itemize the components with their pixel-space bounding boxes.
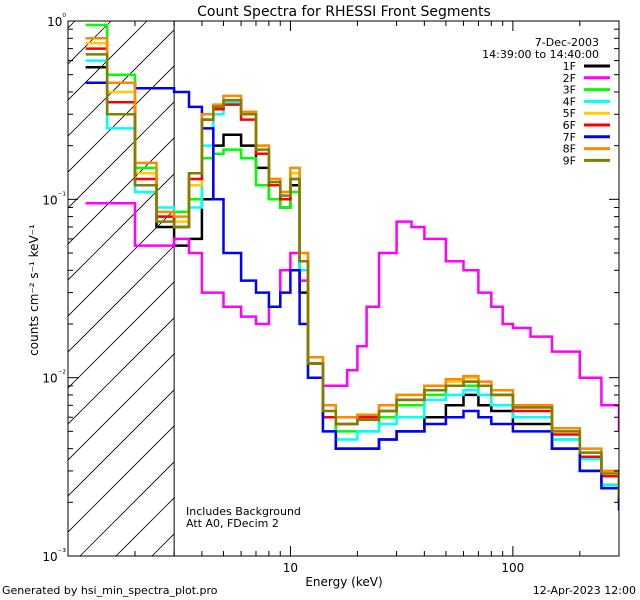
legend-label-7f: 7F: [563, 131, 576, 144]
note-attenuator: Att A0, FDecim 2: [186, 517, 279, 530]
series-line-9f: [85, 53, 619, 499]
time-range-label: 14:39:00 to 14:40:00: [482, 48, 599, 61]
hatch-line: [0, 21, 3, 556]
hatch-line: [68, 281, 175, 389]
series-lines: [85, 23, 619, 511]
plot-frame: [67, 20, 620, 557]
series-line-5f: [85, 42, 619, 495]
axis-ticks: [67, 20, 620, 557]
legend-label-8f: 8F: [563, 143, 576, 156]
x-tick-label-10: 10: [283, 561, 298, 575]
hatch-line: [68, 137, 175, 245]
y-tick-label-1e-2: 10⁻²: [42, 370, 66, 386]
legend-label-4f: 4F: [563, 95, 576, 108]
hatch-line: [68, 389, 175, 497]
legend-label-5f: 5F: [563, 107, 576, 120]
y-tick-label-1e-3: 10⁻³: [42, 548, 66, 564]
legend-label-9f: 9F: [563, 154, 576, 167]
y-tick-label-1e-1: 10⁻¹: [42, 191, 66, 207]
legend-label-6f: 6F: [563, 119, 576, 132]
hatch-line: [68, 65, 175, 173]
y-axis-label: counts cm⁻² s⁻¹ keV⁻¹: [27, 224, 41, 356]
date-label: 7-Dec-2003: [535, 36, 599, 49]
hatch-line: [68, 29, 175, 137]
hatch-line: [68, 21, 112, 65]
footer-timestamp: 12-Apr-2023 12:00: [533, 584, 636, 597]
series-line-8f: [85, 37, 619, 495]
x-axis-label: Energy (keV): [305, 575, 382, 589]
footer-generator: Generated by hsi_min_spectra_plot.pro: [2, 584, 218, 597]
legend-label-1f: 1F: [563, 60, 576, 73]
series-line-2f: [85, 202, 619, 432]
hatch-line: [68, 209, 175, 317]
hatch-line: [68, 245, 175, 353]
note-background: Includes Background: [186, 505, 301, 518]
legend-label-2f: 2F: [563, 72, 576, 85]
legend-label-3f: 3F: [563, 84, 576, 97]
series-line-4f: [85, 59, 619, 503]
hatched-region: [0, 21, 175, 556]
hatch-line: [68, 353, 175, 461]
hatch-line: [68, 173, 175, 281]
y-tick-label-1e0: 10⁰: [47, 13, 66, 29]
series-line-1f: [85, 66, 619, 503]
hatch-line: [79, 461, 175, 556]
hatch-line: [68, 101, 175, 209]
hatch-line: [68, 425, 175, 533]
x-tick-label-100: 100: [501, 561, 524, 575]
chart-title: Count Spectra for RHESSI Front Segments: [197, 4, 491, 20]
